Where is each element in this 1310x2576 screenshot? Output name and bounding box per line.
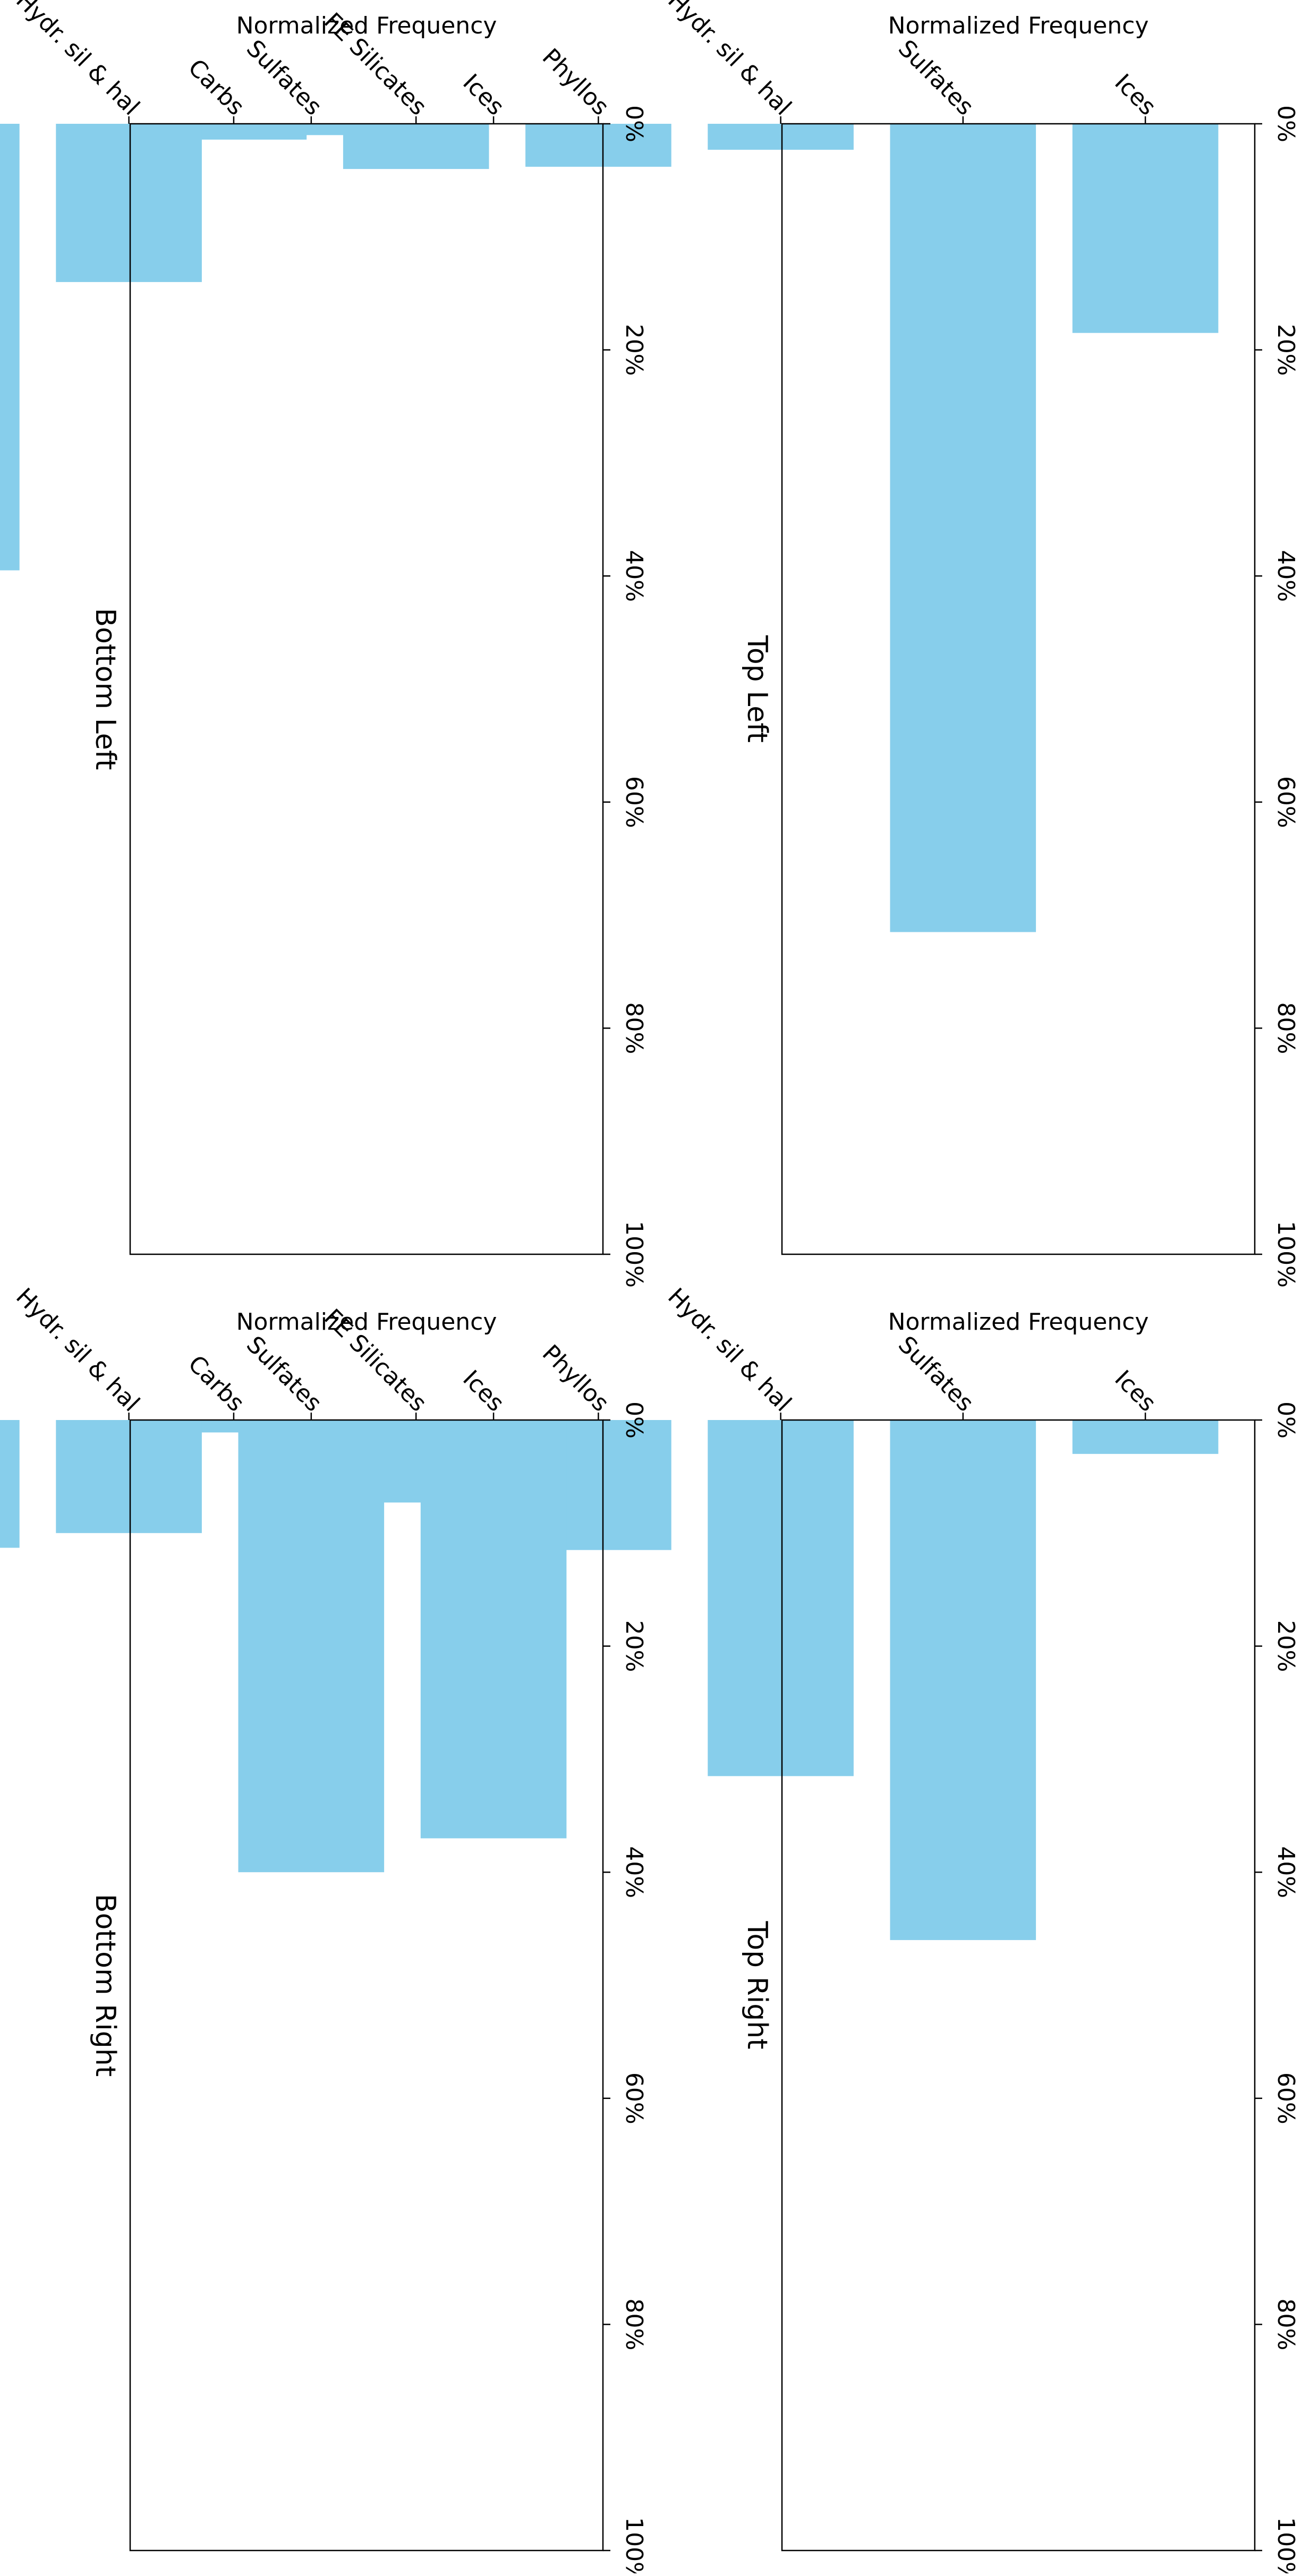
panel-title: Top Right [741,1920,773,2049]
bar-sulfates [238,1420,385,1873]
bar-phyllos [0,1420,20,1548]
category-label-sulfates: Sulfates [893,1331,979,1417]
value-axis-label: Normalized Frequency [236,12,497,39]
value-tick-label: 40% [620,550,648,602]
bar-hydr-sil-hal [56,124,202,282]
chart-panel-bottom-right: 0% 20% 40% 60% 80% 100% Ices Sulfates Hydr. sil … [0,1283,648,2576]
category-label-sulfates: Sulfates [893,35,979,121]
value-tick-label: 60% [620,776,648,828]
bar-hydr-sil-hal [708,124,854,150]
plot-frame [129,1419,604,2552]
category-label-ices: Ices [1109,69,1161,121]
category-label-hydr-sil-hal: Hydr. sil & hal [11,1283,144,1417]
bar-sulfates [890,124,1036,932]
panel-title: Top Left [741,635,773,743]
category-label-hydr-sil-hal: Hydr. sil & hal [11,0,144,121]
plot-frame [129,123,604,1255]
plot-frame [781,123,1256,1255]
bar-ices [1072,124,1219,333]
panel-title: Bottom Left [89,608,121,770]
value-axis-label: Normalized Frequency [888,1308,1149,1336]
bar-hydr-sil-hal [56,1420,202,1533]
value-tick-label: 80% [620,1002,648,1055]
bar-ices [420,1420,567,1839]
value-tick-label: 60% [1272,2072,1299,2124]
bar-sulfates [890,1420,1036,1940]
chart-panel-top-left: 0% 20% 40% 60% 80% 100% Ices Sulfates Hydr. sil … [160,0,1299,1288]
bar-ices [1072,1420,1219,1454]
chart-panel-bottom-left: 0% 20% 40% 60% 80% 100% Ices Sulfates Hydr. sil … [0,0,648,1288]
category-label-sulfates: Sulfates [241,35,327,121]
bar-phyllos [525,124,671,167]
value-tick-label: 80% [620,2299,648,2351]
value-tick-label: 40% [620,1846,648,1898]
value-tick-label: 80% [1272,2299,1299,2351]
value-tick-label: 0% [1272,1401,1299,1439]
category-label-ices: Ices [457,1365,509,1417]
category-label-ices: Ices [1109,1365,1161,1417]
category-label-carbs: Carbs [183,54,250,121]
panel-title: Bottom Right [89,1894,121,2077]
category-label-phyllos: Phyllos [537,1340,614,1417]
category-label-phyllos: Phyllos [537,44,614,121]
value-tick-label: 20% [1272,324,1299,376]
plot-frame [781,1419,1256,2552]
category-label-hydr-sil-hal: Hydr. sil & hal [662,0,796,121]
category-label-sulfates: Sulfates [241,1331,327,1417]
value-tick-label: 20% [620,324,648,376]
value-tick-label: 0% [620,105,648,142]
value-tick-label: 100% [620,1221,648,1288]
value-tick-label: 80% [1272,1002,1299,1055]
bar-sulfates [238,124,385,135]
value-tick-label: 0% [1272,105,1299,142]
category-label-carbs: Carbs [183,1350,250,1417]
value-tick-label: 20% [620,1620,648,1672]
value-tick-label: 20% [1272,1620,1299,1672]
category-label-hydr-sil-hal: Hydr. sil & hal [662,1283,796,1417]
value-tick-label: 100% [1272,1221,1299,1288]
value-tick-label: 60% [1272,776,1299,828]
bar-phyllos [0,124,20,571]
value-axis-label: Normalized Frequency [888,12,1149,39]
value-tick-label: 0% [620,1401,648,1439]
value-tick-label: 40% [1272,1846,1299,1898]
value-tick-label: 100% [1272,2517,1299,2573]
bar-hydr-sil-hal [708,1420,854,1776]
value-tick-label: 100% [620,2517,648,2573]
category-label-ices: Ices [457,69,509,121]
value-axis-label: Normalized Frequency [236,1308,497,1336]
value-tick-label: 40% [1272,550,1299,602]
value-tick-label: 60% [620,2072,648,2124]
